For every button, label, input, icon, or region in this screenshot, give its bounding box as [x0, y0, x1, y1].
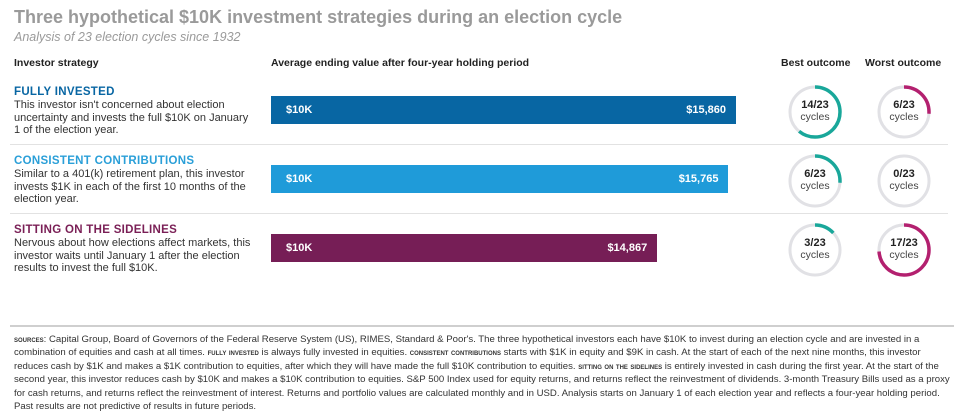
donut-value: 3/23 [804, 237, 826, 249]
footer-divider [10, 325, 954, 327]
row-divider [10, 144, 948, 145]
sources-label: sources [14, 334, 44, 344]
bar: $10K $15,765 [271, 165, 729, 193]
best-outcome-donut: 3/23 cycles [787, 222, 843, 278]
donut-unit: cycles [800, 180, 830, 192]
row-divider [10, 213, 948, 214]
footnote-text: starts with $1K in equity and $9K in cas… [14, 347, 921, 372]
column-header-worst: Worst outcome [865, 57, 942, 69]
footnote-text: is entirely invested in cash during the … [14, 360, 950, 413]
strategy-name: SITTING ON THE SIDELINES [14, 224, 178, 236]
donut-value: 6/23 [893, 99, 915, 111]
best-outcome-donut: 6/23 cycles [787, 153, 843, 209]
donut-unit: cycles [889, 249, 919, 261]
bar-start-label: $10K [286, 242, 313, 254]
strategy-description: This investor isn't concerned about elec… [14, 99, 249, 136]
best-outcome-donut: 14/23 cycles [787, 84, 843, 140]
donut-value: 14/23 [801, 99, 829, 111]
worst-outcome-donut: 0/23 cycles [876, 153, 932, 209]
strategy-description: Similar to a 401(k) retirement plan, thi… [14, 168, 246, 205]
worst-outcome-donut: 6/23 cycles [876, 84, 932, 140]
chart-title: Three hypothetical $10K investment strat… [14, 7, 623, 27]
donut-arc [788, 85, 842, 139]
column-header-best: Best outcome [781, 57, 851, 69]
bar-value-label: $14,867 [607, 242, 648, 254]
strategy-row: CONSISTENT CONTRIBUTIONS Similar to a 40… [0, 146, 964, 215]
worst-outcome-donut: 17/23 cycles [876, 222, 932, 278]
bar-start-label: $10K [286, 173, 313, 185]
donut-unit: cycles [889, 180, 919, 192]
strategy-row: SITTING ON THE SIDELINES Nervous about h… [0, 215, 964, 284]
footnote-term: consistent contributions [409, 347, 501, 358]
donut-track [877, 154, 931, 208]
bar-value-label: $15,860 [686, 104, 726, 116]
donut-arc [788, 154, 842, 208]
bar: $10K $15,860 [271, 96, 736, 124]
strategy-description: Nervous about how elections affect marke… [14, 237, 251, 274]
strategy-row: FULLY INVESTED This investor isn't conce… [0, 77, 964, 146]
donut-unit: cycles [889, 111, 919, 123]
column-header-strategy: Investor strategy [14, 57, 99, 69]
donut-unit: cycles [800, 249, 830, 261]
donut-arc [788, 223, 842, 277]
sources-footnote: sources: Capital Group, Board of Governo… [14, 333, 954, 413]
donut-arc [877, 85, 931, 139]
footnote-text: is always fully invested in equities. [258, 347, 410, 359]
footnote-term: fully invested [207, 347, 259, 358]
donut-value: 6/23 [804, 168, 826, 180]
strategy-name: CONSISTENT CONTRIBUTIONS [14, 155, 195, 167]
chart-subtitle: Analysis of 23 election cycles since 193… [14, 30, 241, 44]
donut-value: 0/23 [893, 168, 915, 180]
bar: $10K $14,867 [271, 234, 658, 262]
donut-value: 17/23 [890, 237, 918, 249]
footnote-term: sitting on the sidelines [578, 360, 663, 371]
donut-arc [877, 223, 931, 277]
column-header-value: Average ending value after four-year hol… [271, 57, 530, 69]
bar-start-label: $10K [286, 104, 313, 116]
bar-value-label: $15,765 [678, 173, 719, 185]
footnote-text: : Capital Group, Board of Governors of t… [14, 334, 920, 359]
strategy-name: FULLY INVESTED [14, 86, 115, 98]
donut-unit: cycles [800, 111, 830, 123]
